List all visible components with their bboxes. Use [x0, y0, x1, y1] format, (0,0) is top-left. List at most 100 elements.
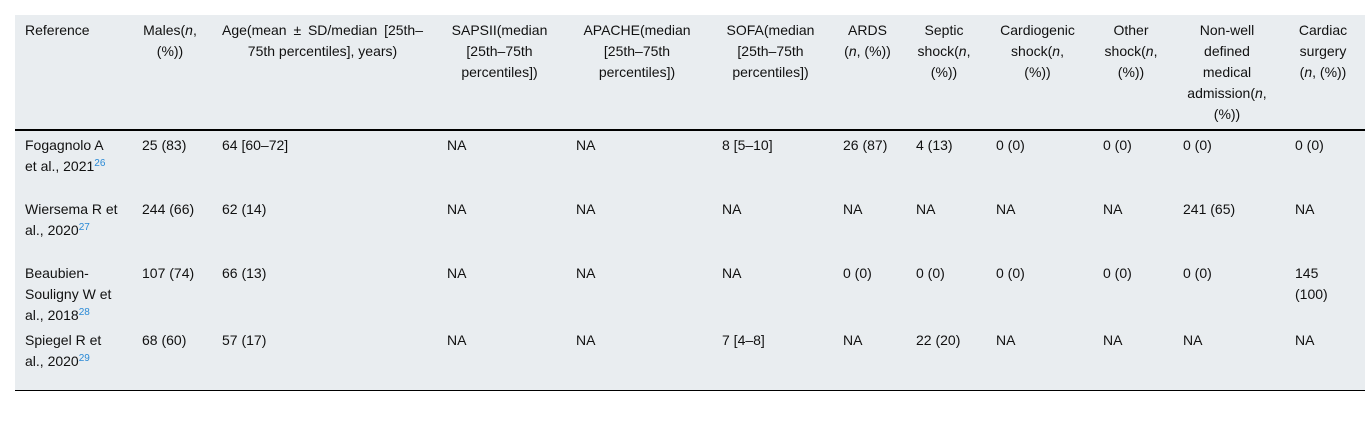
header-cell: Reference	[15, 15, 132, 130]
table-cell: 107 (74)	[142, 265, 195, 281]
header-text: Non-well defined medical admission(	[1187, 22, 1255, 101]
header-text: , (%))	[1312, 64, 1347, 80]
table-cell: NA	[843, 332, 863, 348]
citation-link[interactable]: 29	[78, 353, 90, 364]
table-body: Fogagnolo A et al., 202126 25 (83) 64 [60–…	[15, 130, 1365, 391]
table-cell: 0 (0)	[1103, 265, 1132, 281]
header-cell: Other shock(n, (%))	[1093, 15, 1173, 130]
table-cell: NA	[722, 201, 742, 217]
header-text: Cardiogenic shock(	[1000, 22, 1075, 59]
header-text: , (%))	[1213, 85, 1267, 122]
table-cell: NA	[447, 332, 467, 348]
header-text: , (%))	[156, 22, 197, 59]
header-text: n	[1145, 43, 1154, 59]
header-cell: Non-well defined medical admission(n, (%…	[1173, 15, 1285, 130]
header-cell: SAPSII(median [25th–75th percentiles])	[437, 15, 566, 130]
header-cell: APACHE(median [25th–75th percentiles])	[566, 15, 712, 130]
header-text: APACHE(median [25th–75th percentiles])	[583, 22, 691, 80]
table-cell: 26 (87)	[843, 137, 888, 153]
table-cell: Fogagnolo A et al., 202126	[15, 130, 132, 195]
header-text: n	[848, 43, 857, 59]
table-cell: 0 (0)	[843, 265, 872, 281]
table-cell: 64 [60–72]	[222, 137, 289, 153]
table-cell: 8 [5–10]	[722, 137, 773, 153]
header-text: Reference	[25, 22, 90, 38]
header-text: , (%))	[1117, 43, 1158, 80]
table-cell: 0 (0)	[1183, 265, 1212, 281]
table-cell: NA	[843, 201, 863, 217]
table-cell: 0 (0)	[1103, 137, 1132, 153]
header-cell: Males(n, (%))	[132, 15, 212, 130]
table-cell: 7 [4–8]	[722, 332, 765, 348]
table-cell: NA	[576, 201, 596, 217]
table-cell: 68 (60)	[142, 332, 187, 348]
header-text: Age(mean ± SD/median [25th–75th percenti…	[222, 22, 423, 59]
header-text: n	[185, 22, 193, 38]
table-container: Reference Males(n, (%)) Age(mean ± SD/medi…	[15, 15, 1365, 391]
data-table: Reference Males(n, (%)) Age(mean ± SD/medi…	[15, 15, 1365, 391]
table-cell: 25 (83)	[142, 137, 187, 153]
table-row: Fogagnolo A et al., 202126 25 (83) 64 [60–…	[15, 130, 1365, 195]
header-text: Septic shock(	[917, 22, 964, 59]
table-cell: 57 (17)	[222, 332, 267, 348]
table-row: Wiersema R et al., 202027 244 (66) 62 (14)…	[15, 195, 1365, 259]
table-cell: 0 (0)	[1295, 137, 1324, 153]
header-cell: Cardiac surgery (n, (%))	[1285, 15, 1365, 130]
table-cell: NA	[996, 201, 1016, 217]
table-cell: 66 (13)	[222, 265, 267, 281]
header-text: n	[1052, 43, 1061, 59]
table-cell: 145 (100)	[1295, 265, 1328, 302]
table-cell: NA	[1103, 201, 1123, 217]
reference-text: Spiegel R et al., 2020	[25, 332, 102, 369]
reference-text: Fogagnolo A et al., 2021	[25, 137, 103, 174]
citation-link[interactable]: 28	[78, 307, 90, 318]
header-text: , (%))	[1024, 43, 1064, 80]
table-cell: NA	[1295, 201, 1315, 217]
table-cell: 0 (0)	[996, 137, 1025, 153]
header-text: Males(	[143, 22, 186, 38]
header-text: SOFA(median [25th–75th percentiles])	[726, 22, 815, 80]
table-cell: Wiersema R et al., 202027	[15, 195, 132, 259]
citation-link[interactable]: 26	[94, 158, 106, 169]
reference-text: Beaubien-Souligny W et al., 2018	[25, 265, 112, 323]
table-cell: Spiegel R et al., 202029	[15, 326, 132, 391]
header-text: , (%))	[856, 43, 891, 59]
table-cell: NA	[1295, 332, 1315, 348]
header-text: n	[1255, 85, 1263, 101]
table-cell: 0 (0)	[1183, 137, 1212, 153]
table-cell: 4 (13)	[916, 137, 953, 153]
table-cell: 0 (0)	[996, 265, 1025, 281]
table-cell: NA	[996, 332, 1016, 348]
table-cell: NA	[576, 137, 596, 153]
table-cell: 241 (65)	[1183, 201, 1236, 217]
table-cell: 62 (14)	[222, 201, 267, 217]
header-text: Other shock(	[1104, 22, 1149, 59]
header-row: Reference Males(n, (%)) Age(mean ± SD/medi…	[15, 15, 1365, 130]
header-text: ARDS (	[844, 22, 887, 59]
citation-link[interactable]: 27	[78, 222, 90, 233]
table-cell: NA	[447, 201, 467, 217]
header-cell: SOFA(median [25th–75th percentiles])	[712, 15, 833, 130]
header-cell: Septic shock(n, (%))	[906, 15, 986, 130]
table-cell: 244 (66)	[142, 201, 195, 217]
table-cell: NA	[916, 201, 936, 217]
header-cell: Age(mean ± SD/median [25th–75th percenti…	[212, 15, 437, 130]
header-cell: ARDS (n, (%))	[833, 15, 906, 130]
table-cell: 0 (0)	[916, 265, 945, 281]
table-cell: NA	[722, 265, 742, 281]
header-text: Cardiac surgery (	[1298, 22, 1348, 80]
header-cell: Cardiogenic shock(n, (%))	[986, 15, 1093, 130]
table-row: Spiegel R et al., 202029 68 (60) 57 (17) NA…	[15, 326, 1365, 391]
table-cell: Beaubien-Souligny W et al., 201828	[15, 259, 132, 326]
table-cell: NA	[1103, 332, 1123, 348]
table-cell: NA	[576, 265, 596, 281]
header-text: SAPSII(median [25th–75th percentiles])	[451, 22, 548, 80]
table-cell: NA	[576, 332, 596, 348]
header-text: , (%))	[930, 43, 971, 80]
reference-text: Wiersema R et al., 2020	[25, 201, 118, 238]
table-cell: NA	[1183, 332, 1203, 348]
table-cell: 22 (20)	[916, 332, 961, 348]
table-cell: NA	[447, 137, 467, 153]
table-row: Beaubien-Souligny W et al., 201828 107 (7…	[15, 259, 1365, 326]
